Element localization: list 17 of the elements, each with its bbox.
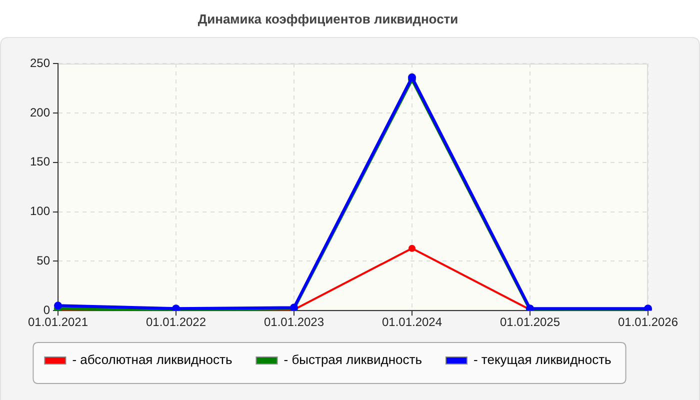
y-tick-label: 0 — [43, 302, 50, 317]
x-tick-label: 01.01.2022 — [146, 315, 206, 330]
x-tick-label: 01.01.2021 — [28, 315, 88, 330]
x-tick-label: 01.01.2025 — [500, 315, 560, 330]
chart-title: Динамика коэффициентов ликвидности — [198, 11, 458, 26]
y-tick-label: 200 — [30, 105, 50, 120]
legend-label: - абсолютная ликвидность — [72, 352, 232, 368]
x-tick-label: 01.01.2023 — [264, 315, 324, 330]
point — [408, 244, 416, 252]
legend-label: - быстрая ликвидность — [284, 352, 422, 368]
x-tick-label: 01.01.2024 — [382, 315, 442, 330]
legend-label: - текущая ликвидность — [473, 352, 612, 368]
y-tick-label: 150 — [30, 154, 50, 169]
x-tick-label: 01.01.2026 — [618, 315, 678, 330]
y-tick-label: 100 — [30, 204, 50, 218]
y-tick-label: 250 — [30, 56, 50, 70]
y-tick-label: 50 — [36, 254, 50, 268]
